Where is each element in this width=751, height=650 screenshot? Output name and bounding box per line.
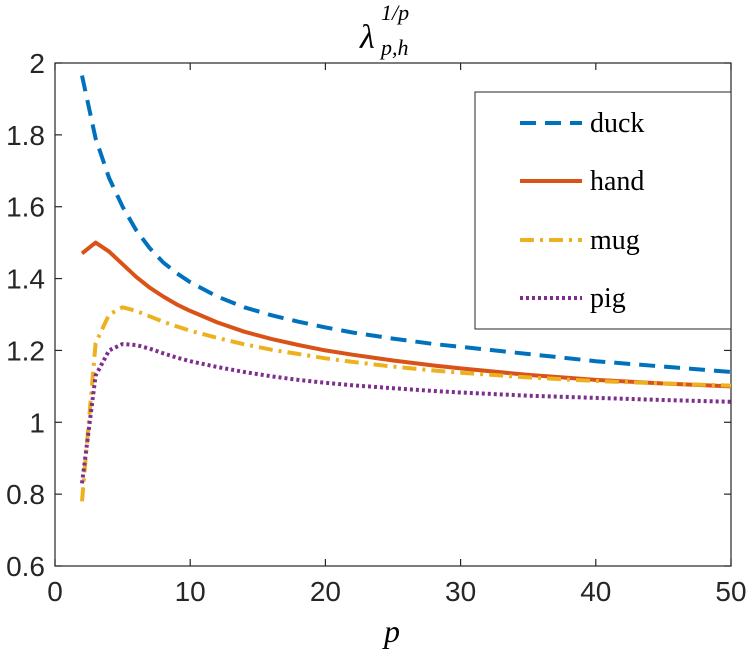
title-base: λ: [359, 19, 375, 56]
series-layer: [80, 75, 732, 502]
x-tick-label: 40: [580, 576, 611, 607]
series-line-mug: [80, 305, 732, 502]
title-subscript: p,h: [379, 35, 409, 60]
series-line-duck: [80, 75, 732, 374]
series-line-pig: [80, 342, 732, 484]
chart-title: λ 1/p p,h: [359, 0, 409, 60]
y-tick-label: 1.2: [6, 335, 45, 366]
legend-items: duck hand mug pig: [520, 108, 644, 314]
legend-label-hand: hand: [590, 166, 644, 197]
x-tick-label: 30: [445, 576, 476, 607]
legend-label-pig: pig: [590, 283, 626, 314]
x-tick-label: 50: [715, 576, 746, 607]
y-tick-label: 2: [29, 48, 45, 79]
x-tick-label: 0: [47, 576, 63, 607]
y-tick-label: 0.6: [6, 551, 45, 582]
x-tick-label: 10: [175, 576, 206, 607]
series-line-hand: [80, 240, 732, 389]
y-tick-label: 0.8: [6, 479, 45, 510]
y-tick-label: 1.8: [6, 120, 45, 151]
title-superscript: 1/p: [381, 0, 409, 25]
legend-box: [474, 91, 732, 330]
legend-label-duck: duck: [590, 108, 644, 139]
y-axis-ticks: 0.6 0.8 1 1.2 1.4 1.6 1.8 2: [6, 48, 731, 582]
x-axis-label: p: [382, 613, 400, 649]
y-tick-label: 1.4: [6, 264, 45, 295]
y-tick-label: 1: [29, 407, 45, 438]
x-tick-label: 20: [310, 576, 341, 607]
legend-label-mug: mug: [590, 225, 640, 256]
legend: duck hand mug pig: [474, 91, 732, 330]
x-axis-ticks: 0 10 20 30 40 50: [47, 63, 747, 607]
y-tick-label: 1.6: [6, 192, 45, 223]
